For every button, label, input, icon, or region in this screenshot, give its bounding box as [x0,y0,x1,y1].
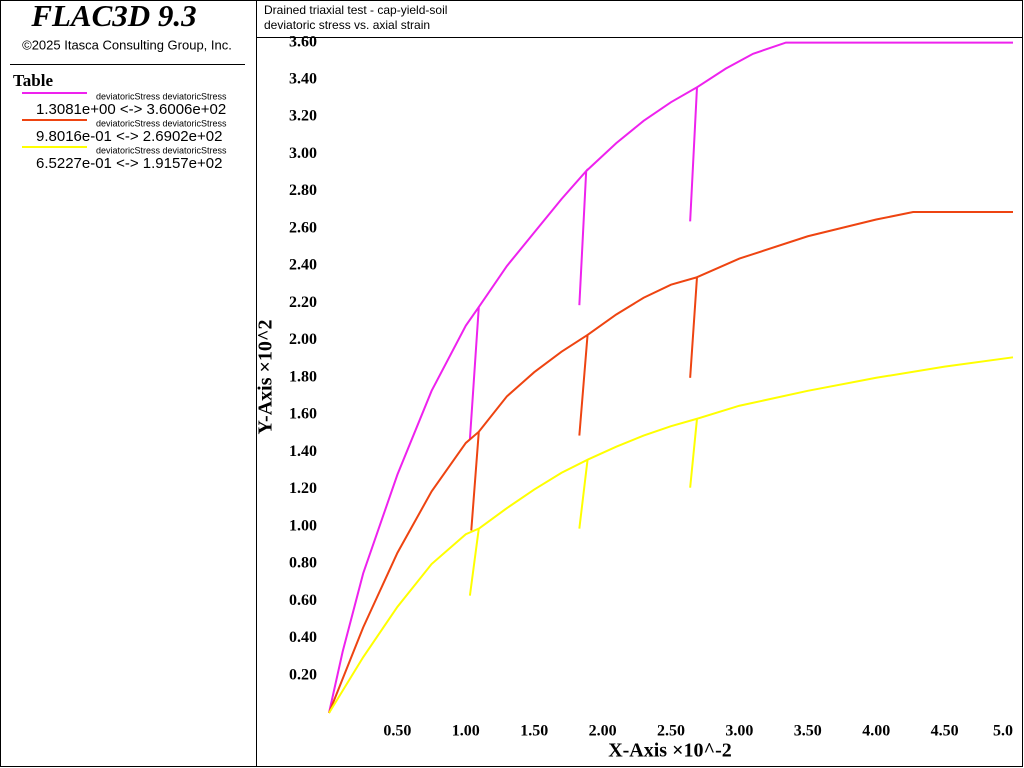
y-tick-label: 1.60 [289,406,317,423]
legend-name: deviatoricStress deviatoricStress [96,118,227,128]
x-tick-label: 2.50 [657,723,685,740]
x-tick-label: 5.0 [993,723,1013,740]
chart-title: Drained triaxial test - cap-yield-soil [264,3,447,17]
y-tick-label: 0.60 [289,592,317,609]
y-tick-label: 0.40 [289,629,317,646]
y-tick-label: 1.20 [289,480,317,497]
y-tick-label: 1.40 [289,443,317,460]
legend-range: 6.5227e-01 <-> 1.9157e+02 [36,155,222,172]
copyright: ©2025 Itasca Consulting Group, Inc. [22,37,232,52]
x-tick-label: 3.00 [725,723,753,740]
y-tick-label: 3.60 [289,33,317,50]
data-line [328,211,1013,714]
y-tick-label: 2.20 [289,294,317,311]
legend-name: deviatoricStress deviatoricStress [96,91,227,101]
y-tick-label: 1.80 [289,368,317,385]
y-tick-label: 0.20 [289,666,317,683]
x-tick-label: 2.00 [589,723,617,740]
y-tick-label: 0.80 [289,555,317,572]
legend-title: Table [13,71,53,90]
y-tick-label: 2.60 [289,219,317,236]
y-tick-label: 3.40 [289,71,317,88]
legend-name: deviatoricStress deviatoricStress [96,145,227,155]
y-tick-label: 2.00 [289,331,317,348]
x-tick-label: 4.50 [931,723,959,740]
y-tick-label: 1.00 [289,517,317,534]
data-line [328,356,1014,714]
y-tick-label: 3.00 [289,145,317,162]
x-tick-label: 1.00 [452,723,480,740]
x-tick-label: 3.50 [794,723,822,740]
y-axis-label: Y-Axis ×10^2 [255,319,277,434]
y-tick-label: 2.80 [289,182,317,199]
x-tick-label: 0.50 [383,723,411,740]
chart-subtitle: deviatoric stress vs. axial strain [264,18,430,32]
product-title: FLAC3D 9.3 [30,0,196,33]
y-tick-label: 3.20 [289,108,317,125]
data-line [328,41,1013,714]
y-tick-label: 2.40 [289,257,317,274]
x-tick-label: 4.00 [862,723,890,740]
legend-range: 9.8016e-01 <-> 2.6902e+02 [36,128,222,145]
x-axis-label: X-Axis ×10^-2 [608,740,732,762]
legend-range: 1.3081e+00 <-> 3.6006e+02 [36,101,226,118]
x-tick-label: 1.50 [520,723,548,740]
